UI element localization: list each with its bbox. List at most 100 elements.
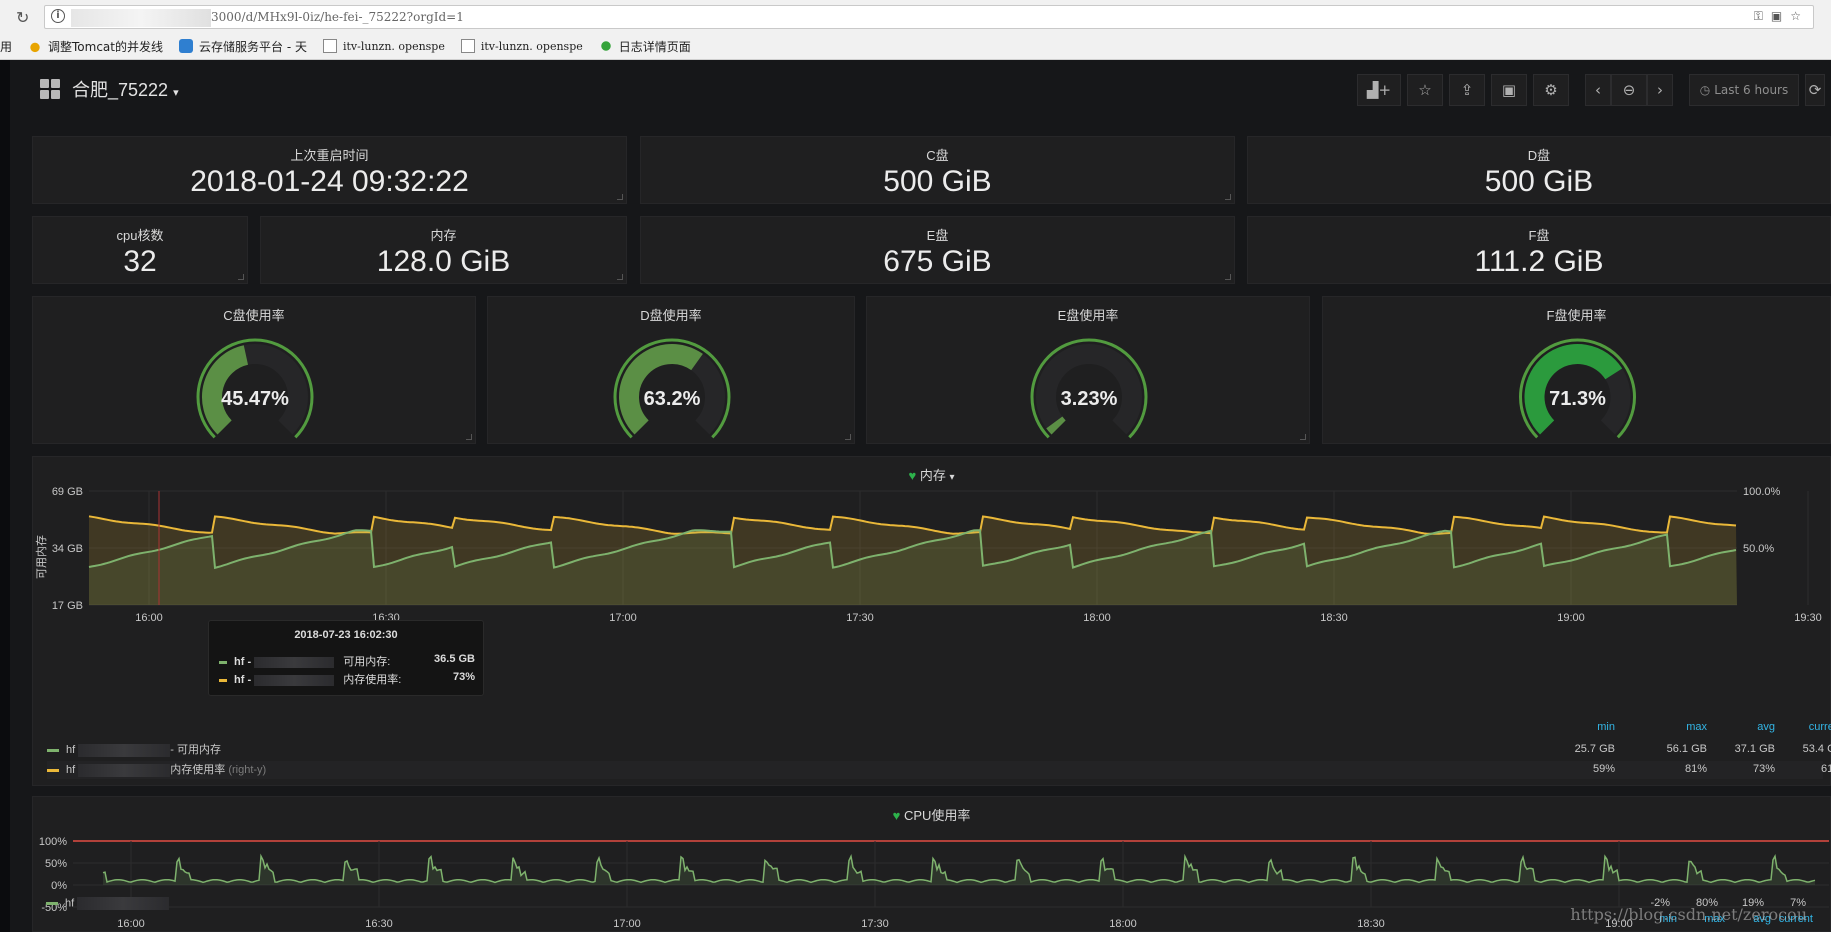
legend-min: -2% xyxy=(1650,897,1670,909)
save-button[interactable]: ▣ xyxy=(1491,74,1527,106)
legend-item[interactable]: hf - 可用内存 xyxy=(47,741,1823,759)
panel-c-disk-usage: C盘使用率 45.47% xyxy=(32,296,476,444)
legend-header-max[interactable]: max xyxy=(1704,913,1725,925)
legend-header-min[interactable]: min xyxy=(1659,913,1677,925)
url-action-icons[interactable]: ⚿▣☆ xyxy=(1753,9,1809,23)
legend-header-min[interactable]: min xyxy=(1597,721,1615,733)
panel-title[interactable]: F盘使用率 xyxy=(1546,308,1607,323)
y-tick-label: 100% xyxy=(39,836,67,848)
panel-title[interactable]: D盘 xyxy=(1527,148,1551,163)
x-tick-label: 18:00 xyxy=(1109,918,1137,929)
add-panel-icon: ▟+ xyxy=(1366,81,1392,99)
graph-tooltip: 2018-07-23 16:02:30 hf - 可用内存: 36.5 GB h… xyxy=(208,620,484,696)
legend-header-max[interactable]: max xyxy=(1686,721,1707,733)
bookmark-item[interactable]: 调整Tomcat的并发线 xyxy=(28,38,163,55)
tooltip-time: 2018-07-23 16:02:30 xyxy=(294,629,398,641)
resize-handle[interactable] xyxy=(466,434,472,440)
legend-item[interactable]: hf xyxy=(46,897,170,913)
panel-title[interactable]: D盘使用率 xyxy=(640,308,702,323)
bookmark-item[interactable]: 日志详情页面 xyxy=(598,38,691,55)
gauge-value-arc xyxy=(202,345,249,435)
leaf-icon xyxy=(598,39,613,53)
host-redacted xyxy=(254,674,335,686)
resize-handle[interactable] xyxy=(238,274,244,280)
settings-button[interactable]: ⚙ xyxy=(1533,74,1569,106)
panel-title[interactable]: E盘使用率 xyxy=(1057,308,1119,323)
add-panel-button[interactable]: ▟+ xyxy=(1357,74,1401,106)
settings-icon: ⚙ xyxy=(1544,81,1558,99)
panel-f-disk-usage: F盘使用率 71.3% xyxy=(1322,296,1831,444)
panel-title[interactable]: 上次重启时间 xyxy=(290,148,369,163)
panel-title[interactable]: C盘 xyxy=(926,148,949,163)
legend-header-avg[interactable]: avg xyxy=(1753,913,1771,925)
panel-title[interactable]: ♥ 内存 ▾ xyxy=(908,468,955,483)
gauge-chart: 3.23% xyxy=(1030,338,1148,439)
time-forward-button[interactable]: › xyxy=(1647,74,1673,106)
legend-max: 81% xyxy=(1684,763,1707,775)
dashboard-title[interactable]: 合肥_75222 ▾ xyxy=(72,80,179,100)
series-swatch[interactable] xyxy=(47,748,59,752)
resize-handle[interactable] xyxy=(1225,274,1231,280)
panel-title[interactable]: 内存 xyxy=(430,228,457,243)
x-tick-label: 19:00 xyxy=(1557,612,1585,624)
series-swatch[interactable] xyxy=(46,902,58,905)
legend-min: 25.7 GB xyxy=(1574,743,1615,755)
page-icon xyxy=(322,39,337,53)
panel-title[interactable]: E盘 xyxy=(926,228,949,243)
time-picker[interactable]: ◷ Last 6 hours xyxy=(1689,74,1799,106)
url-text: 3000/d/MHx9l-0iz/he-fei-_75222?orgId=1 xyxy=(211,10,464,24)
series-usage-fill xyxy=(89,516,1737,605)
legend-header-current[interactable]: current xyxy=(1808,721,1831,733)
panel-title[interactable]: ♥ CPU使用率 xyxy=(892,808,971,823)
series-cpu-line[interactable] xyxy=(102,853,1816,884)
panel-title[interactable]: cpu核数 xyxy=(116,228,164,243)
share-button[interactable]: ⇪ xyxy=(1449,74,1485,106)
legend-avg: 19% xyxy=(1741,897,1764,909)
legend-item[interactable]: hf 内存使用率 (right-y) xyxy=(47,761,1823,779)
gauge-track xyxy=(1036,344,1142,435)
series-available-line[interactable] xyxy=(88,529,1737,570)
gauge-chart: 63.2% xyxy=(613,338,731,439)
dashboard-grid-icon[interactable] xyxy=(40,79,60,99)
info-icon[interactable]: i xyxy=(51,9,65,23)
side-rail xyxy=(0,60,10,932)
legend-header-current[interactable]: current xyxy=(1778,913,1813,925)
legend-max: 80% xyxy=(1695,897,1718,909)
panel-memory-total: 内存 128.0 GiB xyxy=(260,216,627,284)
y-axis-label: 可用内存 xyxy=(34,535,48,579)
clock-icon: ◷ xyxy=(1699,83,1711,97)
resize-handle[interactable] xyxy=(1300,434,1306,440)
star-button[interactable]: ☆ xyxy=(1407,74,1443,106)
series-usage-line[interactable] xyxy=(88,515,1737,535)
bookmark-item[interactable]: itv-lunzn. openspe xyxy=(322,39,445,53)
resize-handle[interactable] xyxy=(617,194,623,200)
stat-value: 675 GiB xyxy=(883,245,992,278)
panel-title[interactable]: F盘 xyxy=(1528,228,1550,243)
resize-handle[interactable] xyxy=(1225,194,1231,200)
share-icon: ⇪ xyxy=(1460,81,1474,99)
address-bar[interactable]: i 3000/d/MHx9l-0iz/he-fei-_75222?orgId=1… xyxy=(44,5,1814,29)
x-tick-label: 16:00 xyxy=(135,612,163,624)
stat-value: 500 GiB xyxy=(883,165,992,198)
zoom-out-button[interactable]: ⊖ xyxy=(1611,74,1647,106)
legend-header-avg[interactable]: avg xyxy=(1757,721,1775,733)
cpu-graph-canvas[interactable]: 100% 50% 0% -50% 16:00 16:30 17:00 17:30 18:00 18… xyxy=(33,819,1831,929)
stat-value: 2018-01-24 09:32:22 xyxy=(190,165,469,198)
resize-handle[interactable] xyxy=(845,434,851,440)
url-redacted xyxy=(71,9,211,27)
reload-icon[interactable]: ↻ xyxy=(16,8,30,27)
watermark: https://blog.csdn.net/zerocou xyxy=(1570,905,1807,924)
refresh-button[interactable]: ⟳ xyxy=(1805,74,1825,106)
x-tick-label: 16:30 xyxy=(365,918,393,929)
heart-icon: ♥ xyxy=(892,808,901,823)
series-swatch[interactable] xyxy=(47,768,59,772)
bookmark-item[interactable]: 云存储服务平台 - 天 xyxy=(179,38,307,55)
y-tick-label: 17 GB xyxy=(52,600,83,612)
gauge-value-label: 63.2% xyxy=(644,388,701,410)
time-back-button[interactable]: ‹ xyxy=(1585,74,1611,106)
panel-title[interactable]: C盘使用率 xyxy=(223,308,285,323)
resize-handle[interactable] xyxy=(617,274,623,280)
bookmark-item[interactable]: 用 xyxy=(0,39,13,54)
bookmark-item[interactable]: itv-lunzn. openspe xyxy=(460,39,583,53)
